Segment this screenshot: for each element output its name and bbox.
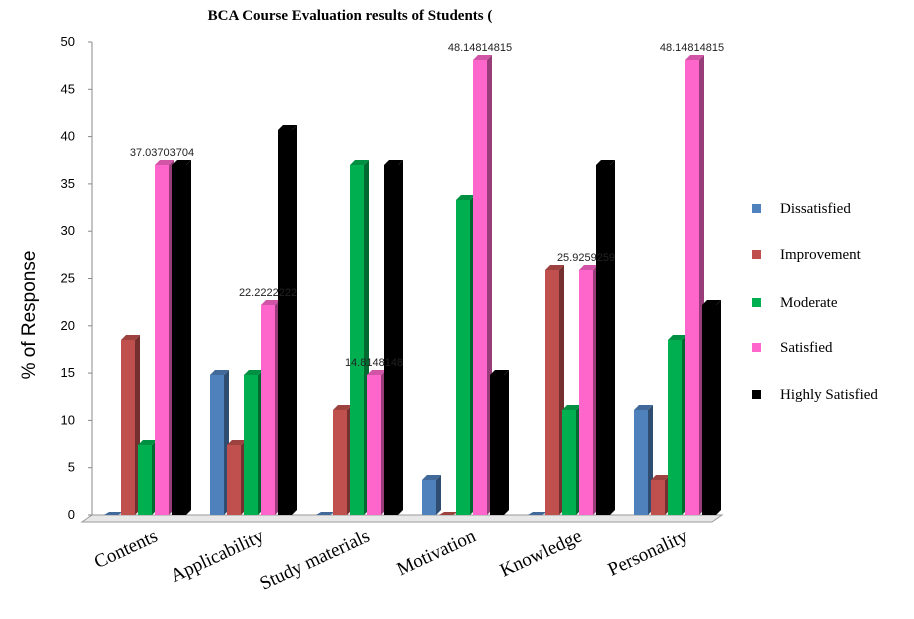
bar (528, 512, 547, 515)
data-label: 48.14814815 (660, 42, 724, 54)
legend-label: Dissatisfied (780, 201, 851, 217)
y-tick-label: 35 (61, 176, 75, 191)
y-axis-label: % of Response (19, 251, 40, 380)
y-tick-label: 20 (61, 318, 75, 333)
legend-swatch (752, 343, 761, 352)
legend-item: Dissatisfied (752, 201, 851, 217)
data-label: 37.03703704 (130, 147, 194, 159)
chart-title: BCA Course Evaluation results of Student… (208, 8, 493, 24)
bar (384, 159, 403, 516)
y-tick-label: 25 (61, 271, 75, 286)
legend-label: Improvement (780, 247, 862, 263)
legend-label: Highly Satisfied (780, 387, 878, 403)
data-label: 25.9259259 (557, 252, 615, 264)
bar (244, 369, 263, 515)
bar (104, 512, 123, 515)
bar (121, 334, 140, 515)
x-category-label: Personality (605, 525, 692, 580)
legend-item: Improvement (752, 247, 862, 263)
data-label: 22.2222222 (239, 287, 297, 299)
y-tick-label: 40 (61, 129, 75, 144)
y-ticks: 0 5 10 15 20 25 30 35 40 45 50 (61, 34, 92, 522)
bar (702, 299, 721, 515)
bar (350, 159, 369, 516)
legend-item: Highly Satisfied (752, 387, 878, 403)
bar (261, 299, 280, 515)
data-label: 48.14814815 (448, 42, 512, 54)
data-label: 14.8148148 (345, 357, 403, 369)
bar (138, 439, 157, 515)
bar (562, 404, 581, 515)
bar (278, 124, 297, 515)
y-tick-label: 10 (61, 412, 75, 427)
bar (316, 512, 335, 515)
data-labels: 37.03703704 22.2222222 14.8148148 48.148148… (130, 42, 724, 369)
legend-item: Moderate (752, 295, 838, 311)
bar (172, 159, 191, 516)
legend-swatch (752, 298, 761, 307)
x-category-label: Applicability (167, 525, 267, 587)
legend-swatch (752, 204, 761, 213)
x-category-label: Contents (91, 525, 161, 573)
y-tick-label: 0 (68, 507, 75, 522)
bar (422, 474, 441, 515)
bar (456, 194, 475, 515)
bar (333, 404, 352, 515)
bar (651, 474, 670, 515)
bar (227, 439, 246, 515)
y-tick-label: 45 (61, 81, 75, 96)
bar (634, 404, 653, 515)
legend: Dissatisfied Improvement Moderate Satisfied… (752, 201, 878, 403)
legend-swatch (752, 390, 761, 399)
y-tick-label: 5 (68, 460, 75, 475)
x-category-label: Motivation (394, 525, 480, 580)
legend-swatch (752, 250, 761, 259)
bar (490, 369, 509, 515)
bar (439, 512, 458, 515)
bar (210, 369, 229, 515)
legend-item: Satisfied (752, 340, 833, 356)
y-tick-label: 15 (61, 365, 75, 380)
legend-label: Moderate (780, 295, 838, 311)
bars (104, 54, 721, 516)
y-tick-label: 50 (61, 34, 75, 49)
bar (579, 264, 598, 515)
bar (473, 54, 492, 515)
bar (668, 334, 687, 515)
bar (685, 54, 704, 515)
bar (155, 159, 174, 516)
legend-label: Satisfied (780, 340, 833, 356)
bar (367, 369, 386, 515)
x-category-label: Knowledge (497, 525, 585, 581)
x-category-label: Study materials (257, 525, 373, 594)
y-tick-label: 30 (61, 223, 75, 238)
bar (545, 264, 564, 515)
floor (80, 514, 724, 523)
bar (596, 159, 615, 516)
